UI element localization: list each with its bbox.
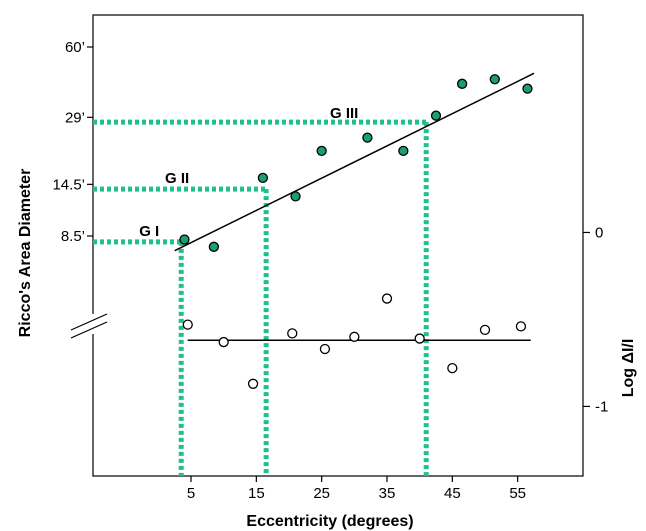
data-point-open — [381, 293, 393, 304]
data-point-filled — [398, 145, 409, 157]
right-axis-title: Log ΔI/I — [620, 339, 637, 398]
data-point-open — [319, 343, 331, 355]
x-tick-label: 35 — [379, 485, 396, 502]
data-point-open — [349, 331, 360, 342]
data-point-open — [515, 321, 527, 332]
axis-break-gap — [90, 314, 96, 334]
x-tick-label: 45 — [444, 485, 461, 502]
data-point-open — [247, 378, 259, 389]
x-tick-label: 25 — [313, 485, 330, 502]
axis-break-mark — [70, 313, 108, 331]
plot-frame — [92, 14, 584, 477]
right-tick-label: 0 — [595, 224, 603, 241]
left-tick-label: 60’ — [65, 39, 85, 56]
data-point-open — [218, 336, 229, 348]
data-point-filled — [456, 78, 468, 89]
data-point-open — [182, 319, 193, 330]
left-tick-label: 29’ — [65, 109, 85, 126]
x-tick-label: 55 — [509, 485, 526, 502]
data-point-open — [414, 333, 425, 344]
fit-lines — [174, 72, 535, 342]
data-point-filled — [489, 74, 500, 85]
left-tick-label: 8.5’ — [61, 228, 85, 245]
data-point-filled — [290, 191, 301, 202]
left-axis-title: Ricco's Area Diameter — [17, 169, 34, 338]
group-label: G III — [330, 105, 358, 122]
group-labels: G I G II G III — [139, 105, 358, 240]
fit-line-left — [174, 72, 535, 252]
left-axis-ticks: 60’ 29’ 14.5’ 8.5’ — [52, 39, 93, 245]
group-guide-lines — [93, 119, 429, 476]
x-axis-ticks: 5 15 25 35 45 55 — [187, 476, 526, 502]
group-label: G II — [165, 170, 189, 187]
plot-border — [92, 14, 584, 477]
data-point-open — [479, 324, 491, 336]
left-axis-break — [70, 313, 108, 339]
x-axis-title: Eccentricity (degrees) — [246, 513, 413, 530]
right-axis-ticks: 0 -1 — [583, 224, 608, 415]
data-point-filled — [316, 145, 327, 157]
data-point-filled — [362, 132, 373, 143]
data-point-filled — [179, 234, 190, 245]
x-tick-label: 5 — [187, 485, 195, 502]
group-label: G I — [139, 223, 159, 240]
data-point-open — [287, 328, 298, 339]
x-tick-label: 15 — [248, 485, 265, 502]
data-points — [179, 74, 533, 389]
axis-break-mark — [70, 321, 108, 339]
data-point-filled — [257, 172, 269, 184]
left-tick-label: 14.5’ — [52, 176, 85, 193]
right-tick-label: -1 — [595, 398, 608, 415]
data-point-filled — [430, 110, 442, 121]
data-point-open — [447, 362, 458, 374]
data-point-filled — [522, 83, 533, 94]
data-point-filled — [208, 241, 220, 252]
